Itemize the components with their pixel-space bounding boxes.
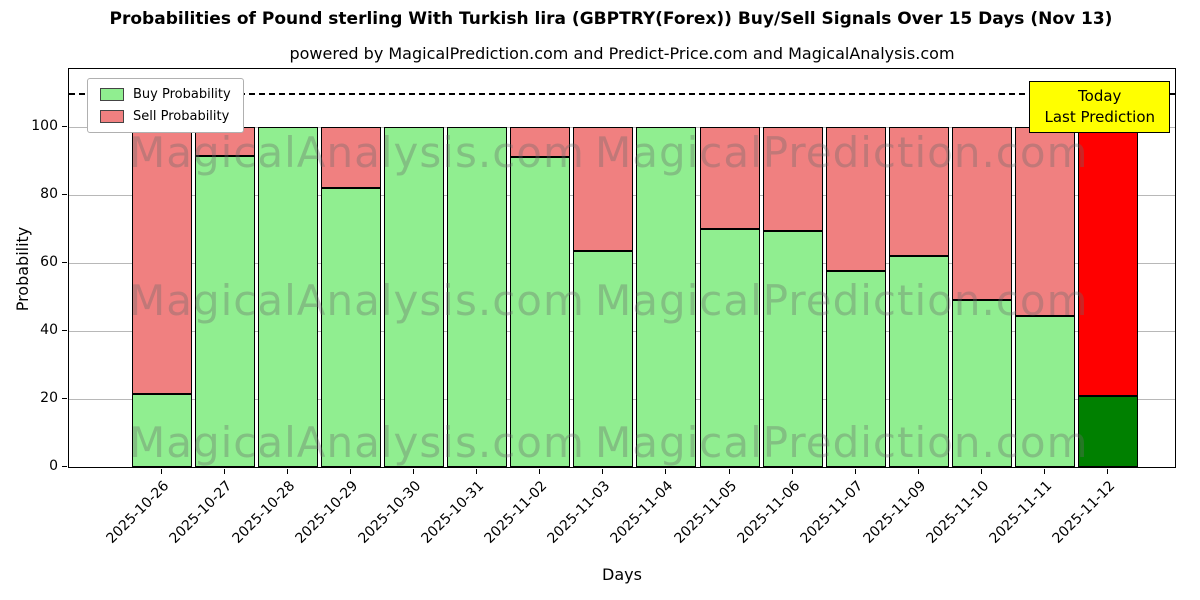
x-tick-mark bbox=[1044, 469, 1046, 474]
bar-buy-segment bbox=[194, 155, 255, 467]
x-tick-mark bbox=[854, 469, 856, 474]
bar-sell-segment bbox=[1015, 126, 1076, 316]
y-tick-label: 80 bbox=[40, 185, 58, 202]
x-tick-mark bbox=[286, 469, 288, 474]
x-tick-mark bbox=[160, 469, 162, 474]
buy-probability-swatch bbox=[100, 88, 124, 101]
today-annotation-line2: Last Prediction bbox=[1044, 108, 1155, 126]
x-tick-mark bbox=[413, 469, 415, 474]
bar-buy-segment bbox=[1078, 395, 1139, 467]
x-axis-label: Days bbox=[602, 565, 642, 584]
bar-sell-segment bbox=[888, 126, 949, 257]
y-tick-mark bbox=[62, 125, 67, 127]
plot-area: Buy Probability Sell Probability Today L… bbox=[68, 68, 1176, 468]
bar-sell-segment bbox=[1078, 126, 1139, 396]
bar-buy-segment bbox=[384, 126, 445, 467]
bar-buy-segment bbox=[321, 188, 382, 467]
threshold-dashed-line bbox=[69, 92, 1175, 95]
y-tick-label: 100 bbox=[31, 117, 58, 134]
x-tick-mark bbox=[917, 469, 919, 474]
buy-probability-label: Buy Probability bbox=[133, 87, 231, 102]
legend: Buy Probability Sell Probability bbox=[87, 78, 244, 133]
y-tick-mark bbox=[62, 193, 67, 195]
bar-buy-segment bbox=[131, 393, 192, 467]
bar-sell-segment bbox=[131, 126, 192, 394]
chart-subtitle: powered by MagicalPrediction.com and Pre… bbox=[289, 44, 955, 63]
x-tick-mark bbox=[980, 469, 982, 474]
bar-buy-segment bbox=[257, 126, 318, 467]
y-tick-mark bbox=[62, 397, 67, 399]
today-annotation: Today Last Prediction bbox=[1029, 81, 1170, 133]
x-tick-mark bbox=[350, 469, 352, 474]
x-tick-mark bbox=[665, 469, 667, 474]
bar-sell-segment bbox=[825, 126, 886, 272]
x-tick-mark bbox=[728, 469, 730, 474]
y-tick-label: 0 bbox=[49, 458, 58, 474]
bar-buy-segment bbox=[510, 157, 571, 467]
bar-buy-segment bbox=[636, 126, 697, 467]
bar-buy-segment bbox=[888, 256, 949, 467]
today-annotation-line1: Today bbox=[1078, 87, 1122, 105]
y-tick-mark bbox=[62, 261, 67, 263]
bar-sell-segment bbox=[510, 126, 571, 158]
bar-buy-segment bbox=[573, 251, 634, 467]
bar-sell-segment bbox=[762, 126, 823, 231]
y-tick-mark bbox=[62, 329, 67, 331]
x-tick-mark bbox=[1107, 469, 1109, 474]
bar-buy-segment bbox=[951, 300, 1012, 467]
x-tick-mark bbox=[476, 469, 478, 474]
legend-item-sell: Sell Probability bbox=[100, 109, 231, 124]
y-tick-label: 60 bbox=[40, 253, 58, 270]
bar-buy-segment bbox=[699, 228, 760, 467]
bar-sell-segment bbox=[951, 126, 1012, 301]
y-tick-mark bbox=[62, 466, 67, 467]
x-tick-mark bbox=[539, 469, 541, 474]
chart-title: Probabilities of Pound sterling With Tur… bbox=[109, 9, 1113, 29]
bar-sell-segment bbox=[699, 126, 760, 229]
sell-probability-swatch bbox=[100, 110, 124, 123]
bar-buy-segment bbox=[825, 271, 886, 467]
bar-sell-segment bbox=[573, 126, 634, 251]
y-tick-label: 20 bbox=[40, 389, 58, 406]
x-tick-mark bbox=[223, 469, 225, 474]
x-tick-mark bbox=[602, 469, 604, 474]
bar-buy-segment bbox=[762, 230, 823, 467]
legend-item-buy: Buy Probability bbox=[100, 87, 231, 102]
y-tick-label: 40 bbox=[40, 321, 58, 338]
bar-buy-segment bbox=[1015, 315, 1076, 467]
bar-sell-segment bbox=[321, 126, 382, 189]
x-tick-mark bbox=[791, 469, 793, 474]
sell-probability-label: Sell Probability bbox=[133, 109, 230, 124]
bar-buy-segment bbox=[447, 126, 508, 467]
